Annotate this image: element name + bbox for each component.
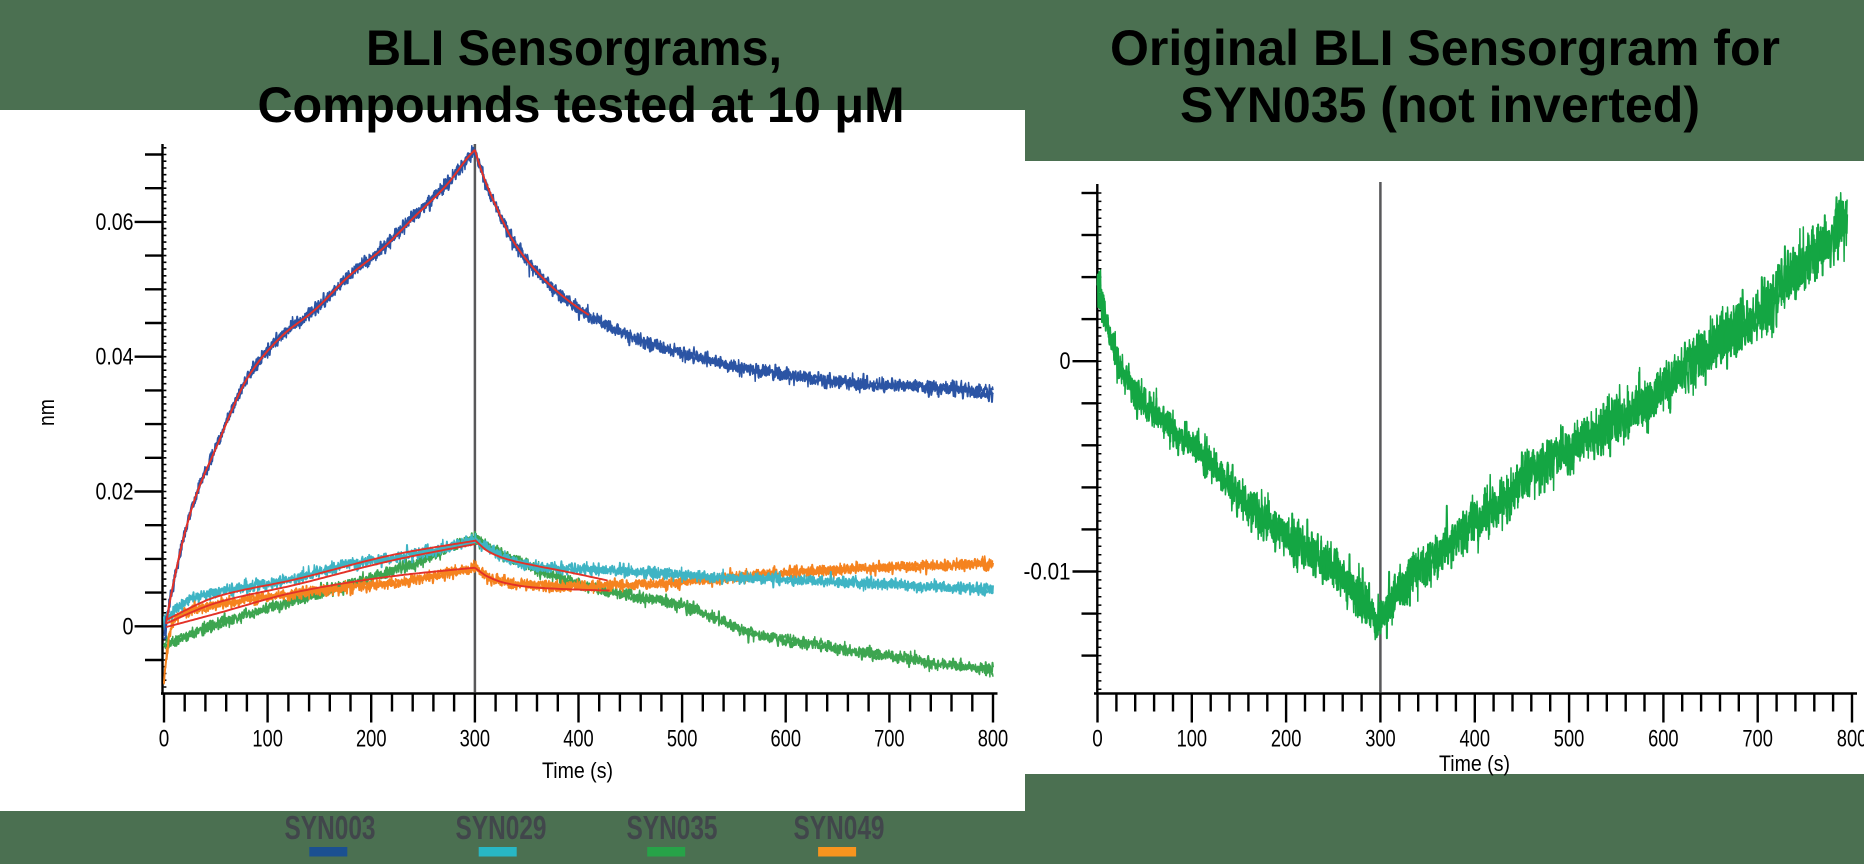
svg-text:Time (s): Time (s) [1439, 751, 1510, 776]
svg-text:Compounds tested at 10 μM: Compounds tested at 10 μM [258, 77, 905, 133]
svg-text:100: 100 [252, 726, 283, 753]
svg-text:Original BLI Sensorgram for: Original BLI Sensorgram for [1110, 20, 1780, 76]
svg-text:100: 100 [1177, 726, 1208, 753]
svg-text:BLI Sensorgrams,: BLI Sensorgrams, [366, 20, 782, 76]
svg-text:500: 500 [1554, 726, 1585, 753]
svg-text:SYN049: SYN049 [794, 809, 885, 846]
svg-text:SYN003: SYN003 [285, 809, 376, 846]
svg-text:0.06: 0.06 [96, 209, 134, 236]
svg-text:700: 700 [874, 726, 905, 753]
svg-text:800: 800 [978, 726, 1009, 753]
svg-text:SYN035 (not inverted): SYN035 (not inverted) [1180, 77, 1700, 133]
svg-text:Time (s): Time (s) [542, 758, 613, 783]
svg-text:700: 700 [1742, 726, 1773, 753]
svg-text:200: 200 [1271, 726, 1302, 753]
svg-text:0: 0 [123, 613, 134, 640]
svg-text:nm: nm [34, 399, 59, 426]
svg-text:0.04: 0.04 [96, 344, 134, 371]
svg-text:400: 400 [1460, 726, 1491, 753]
svg-text:600: 600 [1648, 726, 1679, 753]
svg-text:0: 0 [1092, 726, 1103, 753]
svg-text:300: 300 [460, 726, 491, 753]
svg-text:-0.01: -0.01 [1024, 559, 1071, 586]
svg-text:0: 0 [159, 726, 170, 753]
svg-text:200: 200 [356, 726, 387, 753]
svg-text:300: 300 [1365, 726, 1396, 753]
svg-text:800: 800 [1837, 726, 1864, 753]
svg-text:0.02: 0.02 [96, 479, 134, 506]
svg-text:SYN029: SYN029 [456, 809, 547, 846]
svg-text:0: 0 [1060, 348, 1071, 375]
svg-text:400: 400 [563, 726, 594, 753]
svg-text:500: 500 [667, 726, 698, 753]
svg-text:600: 600 [771, 726, 802, 753]
svg-text:SYN035: SYN035 [627, 809, 718, 846]
